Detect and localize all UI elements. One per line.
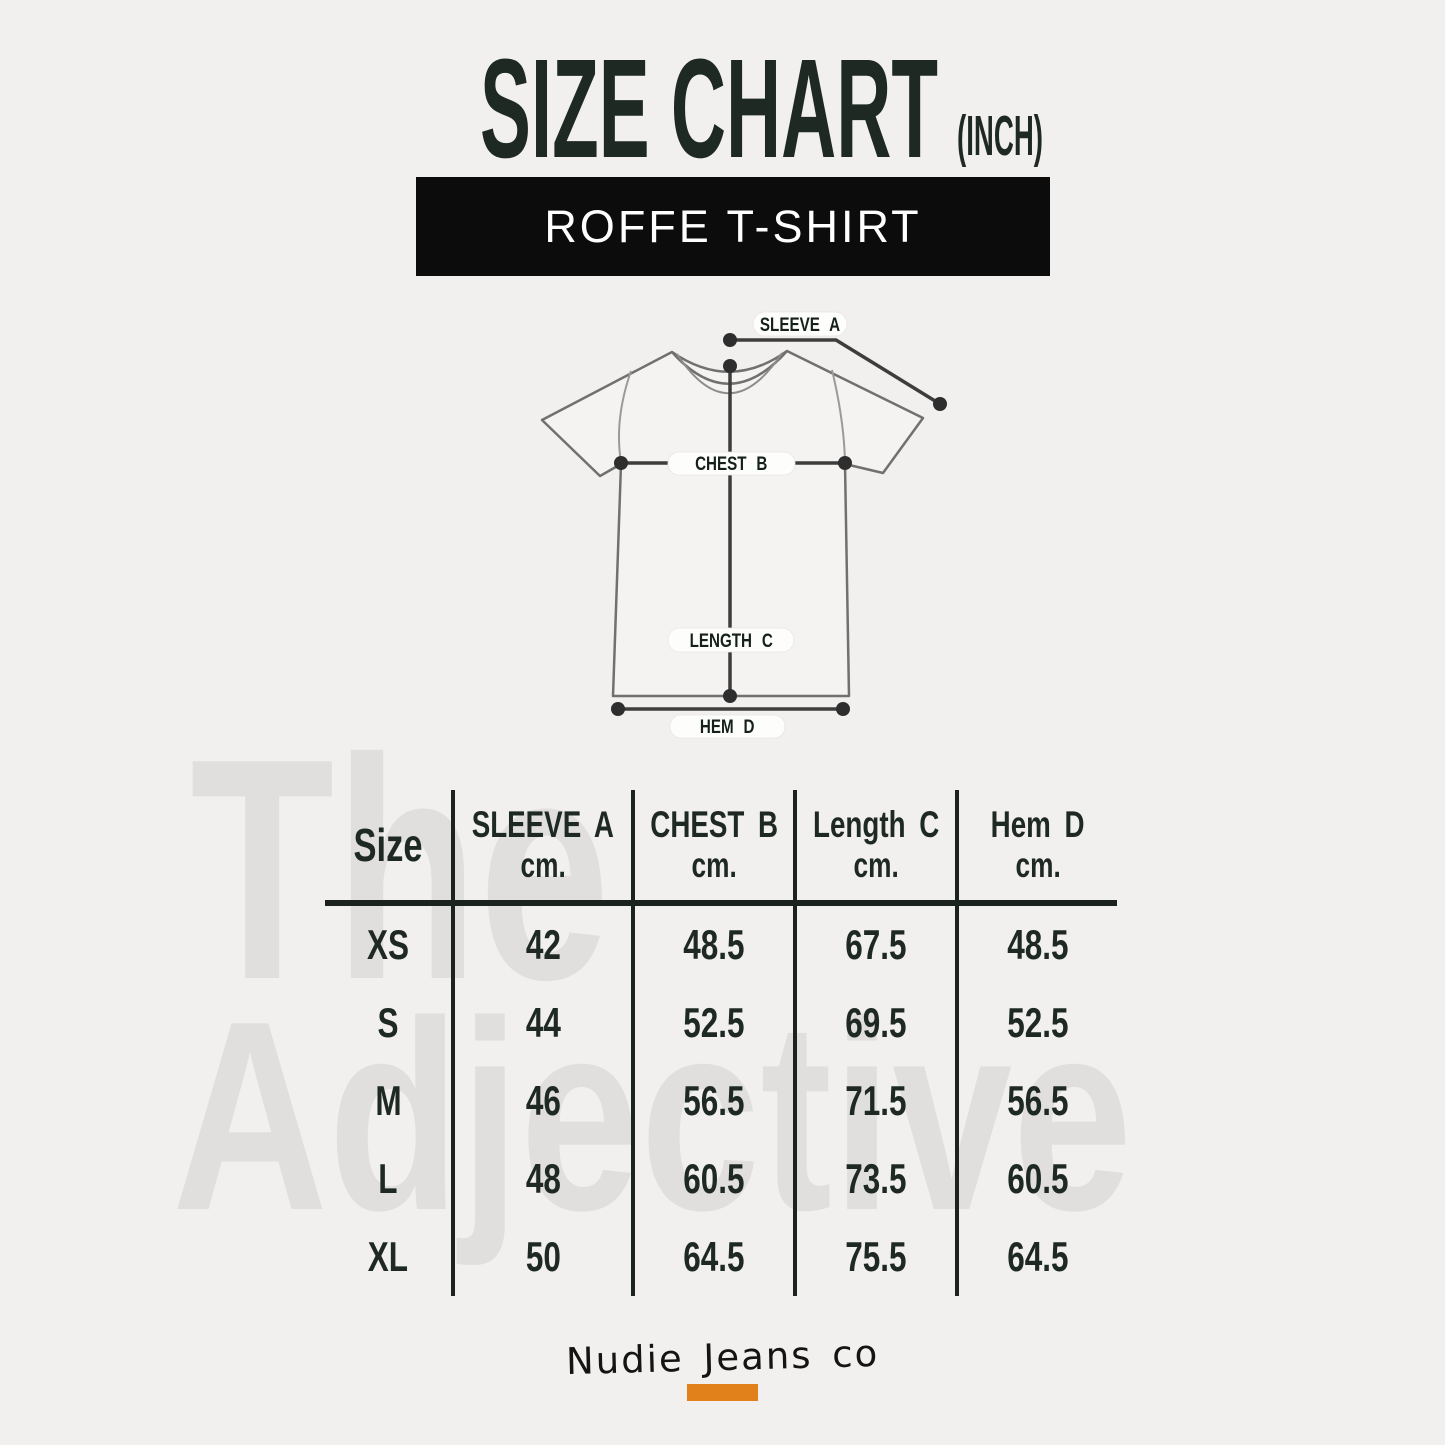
size-value: L [378, 1155, 398, 1202]
table-cell: 56.5 [631, 1062, 793, 1140]
column-header-label: SLEEVE A [471, 803, 615, 845]
brand-name: Nudie Jeans co [565, 1331, 880, 1384]
length-label-pill [667, 627, 795, 653]
sleeve-value: 44 [525, 999, 561, 1046]
measure-dot [838, 456, 852, 470]
hem-label: HEM D [700, 715, 755, 737]
measure-dot [723, 359, 737, 373]
table-cell: 64.5 [631, 1218, 793, 1296]
chest-label-pill [667, 451, 796, 476]
chest-value: 64.5 [683, 1233, 745, 1280]
table-row-size: S [325, 984, 451, 1062]
measure-dot [723, 333, 737, 347]
column-header-unit: cm. [520, 846, 566, 886]
table-cell: 60.5 [631, 1140, 793, 1218]
chest-value: 60.5 [683, 1155, 745, 1202]
hem-value: 60.5 [1007, 1155, 1069, 1202]
sleeve-value: 50 [525, 1233, 561, 1280]
page-title-unit: (INCH) [957, 104, 1043, 168]
column-header-unit: cm. [853, 846, 899, 886]
size-value: S [377, 999, 399, 1046]
table-cell: 64.5 [955, 1218, 1117, 1296]
column-header-hem: Hem D cm. [955, 790, 1117, 906]
sleeve-value: 42 [525, 921, 561, 968]
column-header-label: Hem D [991, 803, 1085, 845]
table-cell: 48 [451, 1140, 631, 1218]
measure-dot [933, 397, 947, 411]
table-cell: 52.5 [955, 984, 1117, 1062]
table-cell: 50 [451, 1218, 631, 1296]
left-armhole-seam [617, 370, 632, 463]
hem-value: 48.5 [1007, 921, 1069, 968]
length-value: 69.5 [845, 999, 907, 1046]
table-cell: 44 [451, 984, 631, 1062]
product-banner: ROFFE T-SHIRT [416, 177, 1050, 276]
measure-dot [614, 456, 628, 470]
column-header-length: Length C cm. [793, 790, 955, 906]
table-cell: 52.5 [631, 984, 793, 1062]
hem-value: 52.5 [1007, 999, 1069, 1046]
chest-value: 48.5 [683, 921, 745, 968]
table-cell: 48.5 [631, 906, 793, 984]
table-cell: 69.5 [793, 984, 955, 1062]
measure-dot [836, 702, 850, 716]
table-row-size: M [325, 1062, 451, 1140]
sleeve-label-pill [752, 311, 848, 337]
watermark-the: The [190, 693, 611, 1045]
chest-value: 56.5 [683, 1077, 745, 1124]
measure-dot [611, 702, 625, 716]
sleeve-label: SLEEVE A [760, 313, 840, 335]
size-table: Size SLEEVE A cm. CHEST B cm. Length C c… [325, 790, 1117, 1296]
tshirt-outline [540, 349, 925, 698]
column-header-chest: CHEST B cm. [631, 790, 793, 906]
table-row-size: XL [325, 1218, 451, 1296]
table-cell: 73.5 [793, 1140, 955, 1218]
length-value: 71.5 [845, 1077, 907, 1124]
column-header-label: CHEST B [650, 803, 778, 845]
length-value: 75.5 [845, 1233, 907, 1280]
length-value: 73.5 [845, 1155, 907, 1202]
table-row-size: XS [325, 906, 451, 984]
brand-logo: Nudie Jeans co [0, 1332, 1445, 1383]
size-value: XS [366, 921, 410, 968]
sleeve-value: 48 [525, 1155, 561, 1202]
table-cell: 71.5 [793, 1062, 955, 1140]
watermark-adjective: Adjective [172, 966, 1133, 1267]
length-value: 67.5 [845, 921, 907, 968]
measure-dot [723, 689, 737, 703]
column-header-size: Size [325, 790, 451, 906]
table-cell: 42 [451, 906, 631, 984]
brand-underline-bar [687, 1384, 758, 1401]
page-title-graphic: SIZE CHART (INCH) [480, 29, 1043, 187]
chest-label: CHEST B [695, 452, 767, 474]
table-cell: 56.5 [955, 1062, 1117, 1140]
page-title: SIZE CHART [480, 29, 938, 187]
table-cell: 46 [451, 1062, 631, 1140]
column-header-unit: cm. [1015, 846, 1061, 886]
hem-value: 64.5 [1007, 1233, 1069, 1280]
right-armhole-seam [831, 369, 846, 463]
table-cell: 60.5 [955, 1140, 1117, 1218]
sleeve-value: 46 [525, 1077, 561, 1124]
table-cell: 67.5 [793, 906, 955, 984]
tshirt-diagram: SLEEVE A CHEST B LENGTH C HEM D [540, 311, 947, 739]
hem-value: 56.5 [1007, 1077, 1069, 1124]
column-header-sleeve: SLEEVE A cm. [451, 790, 631, 906]
column-header-label: Length C [812, 803, 940, 845]
length-label: LENGTH C [690, 629, 773, 651]
hem-label-pill [669, 714, 786, 739]
column-header-label: Size [353, 819, 423, 871]
sleeve-measure-line [730, 338, 941, 406]
table-cell: 48.5 [955, 906, 1117, 984]
product-name: ROFFE T-SHIRT [544, 200, 922, 252]
size-value: XL [367, 1233, 409, 1280]
table-row-size: L [325, 1140, 451, 1218]
column-header-unit: cm. [691, 846, 737, 886]
size-value: M [374, 1077, 402, 1124]
chest-value: 52.5 [683, 999, 745, 1046]
table-cell: 75.5 [793, 1218, 955, 1296]
